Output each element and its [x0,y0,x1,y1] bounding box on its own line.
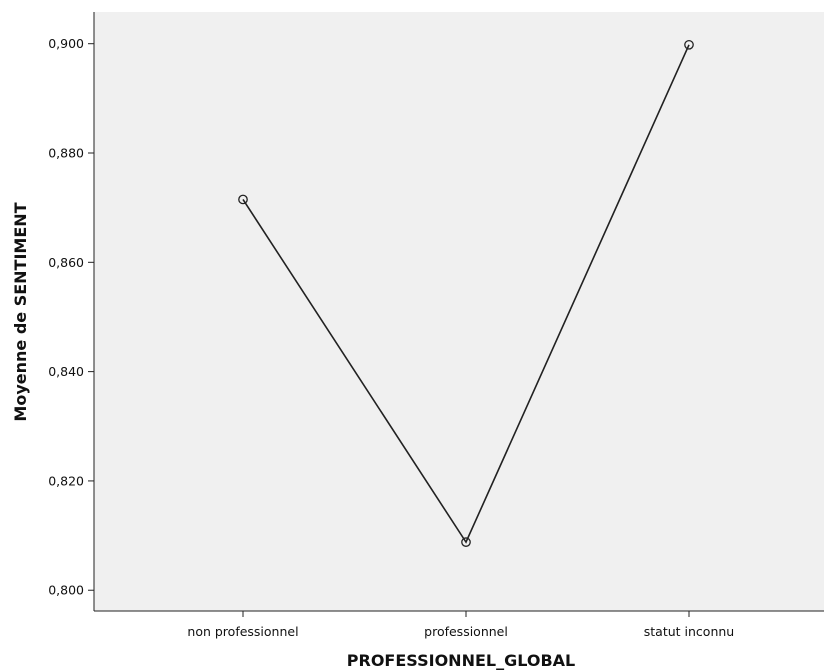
x-axis-title: PROFESSIONNEL_GLOBAL [347,651,575,670]
data-point-marker [684,39,694,50]
y-tick-label: 0,820 [48,473,84,488]
y-tick-label: 0,840 [48,364,84,379]
data-point-marker [238,194,248,205]
series-line [242,44,690,544]
x-tick-label: non professionnel [187,624,298,639]
y-tick-label: 0,900 [48,36,84,51]
y-tick-label: 0,880 [48,146,84,161]
data-series [238,39,694,547]
x-tick-label: professionnel [424,624,508,639]
y-axis: 0,800 0,820 0,840 0,860 0,880 0,900 [48,12,95,611]
data-point-marker [461,537,471,547]
x-axis: non professionnel professionnel statut inc… [94,610,824,639]
y-tick-label: 0,800 [48,583,84,598]
y-axis-title: Moyenne de SENTIMENT [11,202,30,421]
x-tick-label: statut inconnu [644,624,734,639]
plot-area [94,12,824,611]
y-tick-label: 0,860 [48,255,84,270]
